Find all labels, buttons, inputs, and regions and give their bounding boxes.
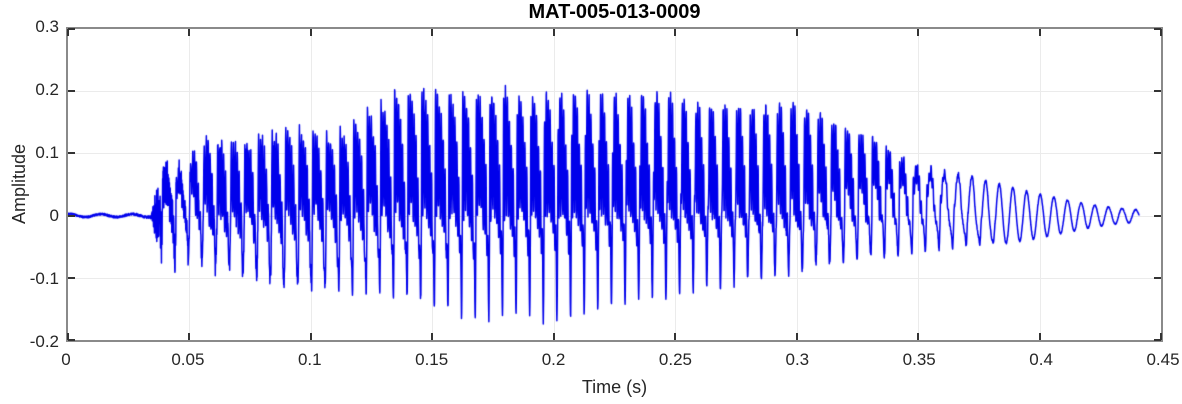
x-tick-label: 0.2 — [541, 350, 566, 369]
x-tick-mark — [674, 29, 677, 36]
x-tick-mark — [309, 333, 312, 340]
x-tick-mark — [674, 333, 677, 340]
x-tick-label: 0.15 — [415, 350, 449, 369]
x-tick-label: 0.45 — [1146, 350, 1180, 369]
y-tick-mark — [1154, 28, 1161, 30]
x-tick-label: 0.1 — [297, 350, 322, 369]
x-tick-mark — [795, 333, 798, 340]
x-tick-label: 0.05 — [171, 350, 205, 369]
y-tick-label: -0.1 — [29, 269, 59, 288]
y-tick-label: 0 — [49, 206, 59, 225]
x-tick-mark — [1160, 333, 1162, 340]
y-tick-mark — [68, 276, 75, 279]
x-tick-mark — [188, 29, 191, 36]
x-tick-mark — [67, 29, 69, 36]
x-tick-mark — [188, 333, 191, 340]
x-tick-mark — [917, 333, 920, 340]
x-tick-label: 0.3 — [785, 350, 810, 369]
x-tick-mark — [917, 29, 920, 36]
y-tick-mark — [1154, 152, 1161, 155]
x-tick-label: 0.4 — [1029, 350, 1053, 369]
y-tick-label: 0.3 — [35, 17, 59, 36]
x-tick-mark — [1160, 29, 1162, 36]
x-tick-mark — [67, 333, 69, 340]
y-tick-mark — [1154, 214, 1161, 217]
x-tick-mark — [431, 29, 434, 36]
x-tick-label: 0 — [61, 350, 71, 369]
y-tick-mark — [1154, 90, 1161, 93]
y-tick-label: 0.2 — [35, 80, 59, 99]
x-tick-mark — [1038, 333, 1041, 340]
plot-area — [66, 27, 1163, 342]
y-tick-label: -0.2 — [29, 332, 59, 351]
x-tick-mark — [431, 333, 434, 340]
y-tick-mark — [68, 90, 75, 93]
y-tick-mark — [68, 214, 75, 217]
y-tick-mark — [1154, 276, 1161, 279]
x-tick-mark — [552, 29, 555, 36]
x-axis-label: Time (s) — [581, 377, 648, 397]
y-tick-mark — [68, 152, 75, 155]
y-tick-mark — [68, 339, 75, 341]
x-tick-mark — [795, 29, 798, 36]
y-tick-mark — [68, 28, 75, 30]
x-tick-label: 0.35 — [902, 350, 936, 369]
waveform-line — [68, 29, 1161, 340]
x-tick-label: 0.25 — [658, 350, 692, 369]
y-axis-label: Amplitude — [9, 143, 29, 225]
x-tick-mark — [1038, 29, 1041, 36]
y-tick-mark — [1154, 339, 1161, 341]
x-tick-mark — [309, 29, 312, 36]
y-tick-label: 0.1 — [35, 143, 59, 162]
x-tick-mark — [552, 333, 555, 340]
chart-title: MAT-005-013-0009 — [528, 1, 701, 23]
